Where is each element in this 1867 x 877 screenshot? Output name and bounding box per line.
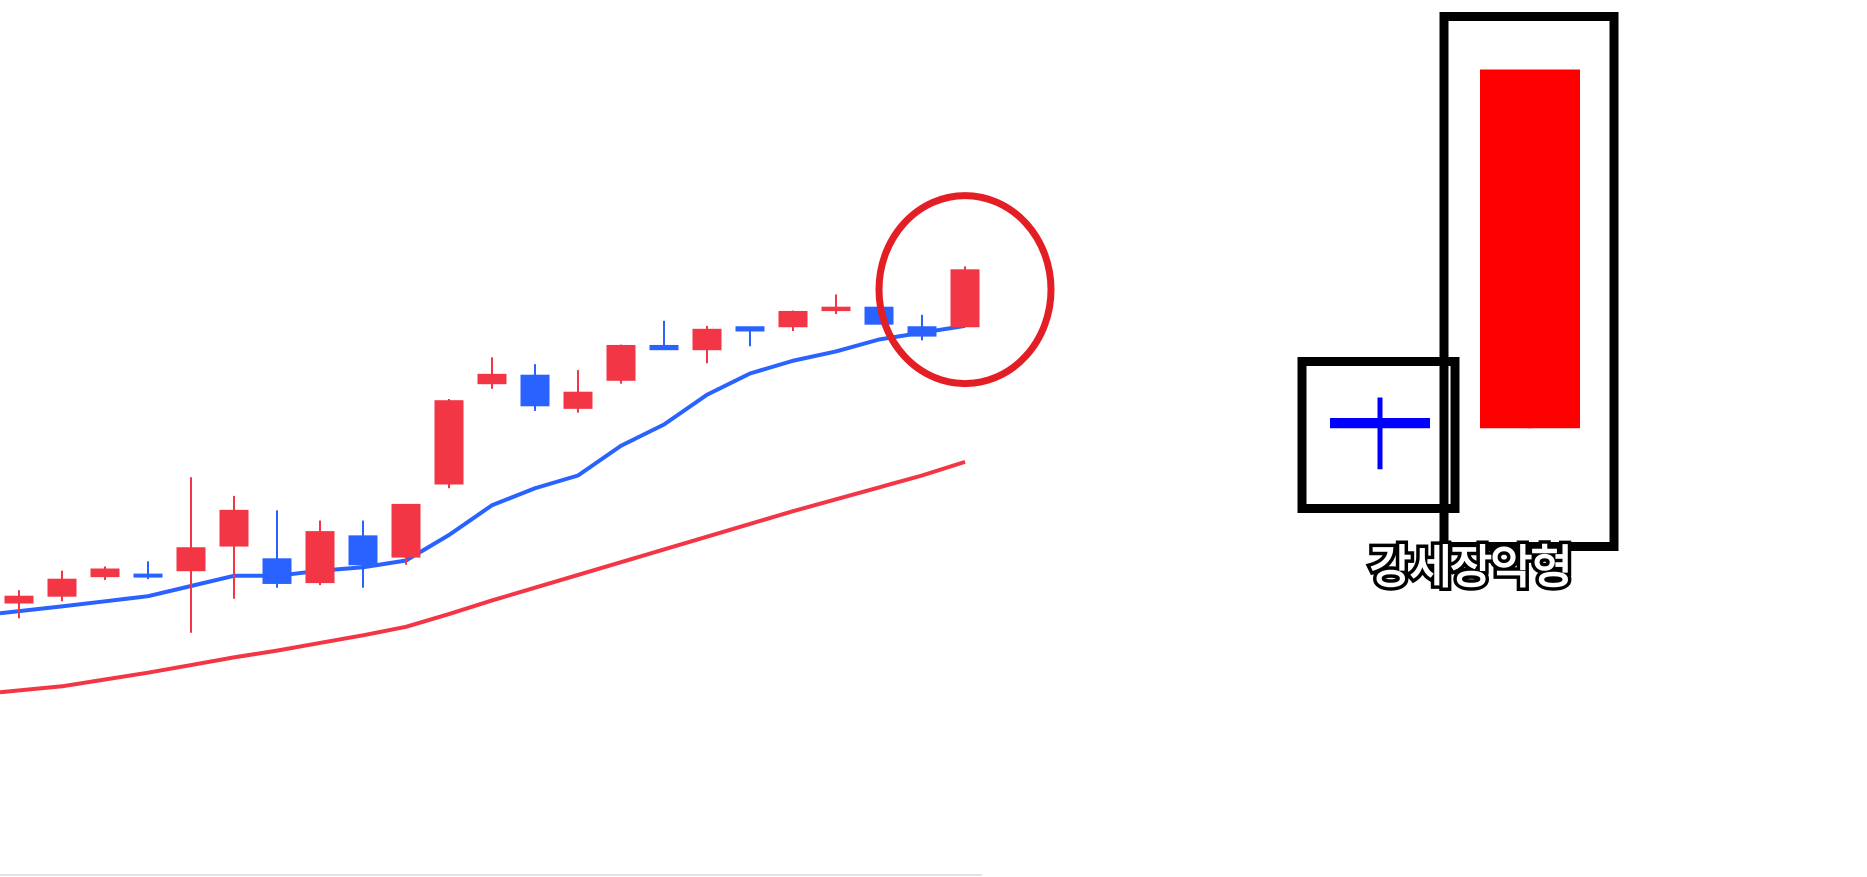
pattern-label: 강세장악형 [1369, 540, 1571, 594]
bullish-engulfing-diagram [1297, 12, 1619, 551]
pattern-box-bearish [1297, 357, 1460, 513]
candle-up [47, 578, 77, 597]
pattern-candle-bullish [1480, 69, 1580, 429]
candle-down [520, 374, 550, 407]
candle-up [477, 373, 507, 385]
candle-down [907, 326, 937, 337]
candle-up [434, 400, 464, 485]
candle-down [649, 344, 679, 351]
pattern-box-bullish [1439, 12, 1619, 551]
candle-up [219, 509, 249, 547]
candle-up [692, 328, 722, 351]
moving-average-long [0, 459, 966, 695]
highlight-circle [875, 192, 1055, 388]
pattern-candle-bearish [1330, 418, 1430, 429]
candle-up [90, 568, 120, 578]
candle-up [821, 306, 851, 312]
candlestick-chart [0, 192, 1055, 695]
moving-average-short [0, 323, 966, 616]
candle-up [606, 344, 636, 381]
candle-down [735, 326, 765, 332]
candle-down [133, 573, 163, 578]
candle-up [391, 503, 421, 558]
candle-up [950, 269, 980, 328]
candle-down [348, 535, 378, 566]
candle-down [262, 558, 292, 584]
candle-up [305, 531, 335, 584]
candle-up [176, 547, 206, 572]
candle-up [4, 595, 34, 604]
candle-up [563, 391, 593, 409]
candle-up [778, 310, 808, 328]
